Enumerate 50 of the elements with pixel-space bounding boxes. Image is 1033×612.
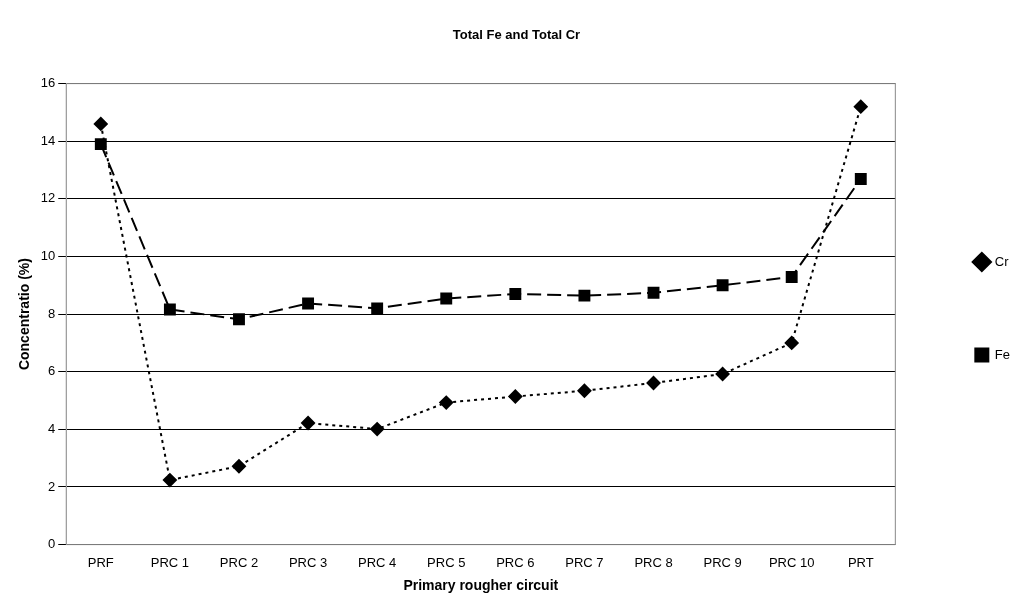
point: [440, 292, 453, 305]
point: [577, 383, 592, 398]
x-tick-label: PRC 9: [703, 554, 742, 570]
point: [785, 270, 798, 283]
point: [578, 289, 591, 302]
x-tick-label: PRC 8: [634, 554, 673, 570]
x-tick-label: PRC 5: [427, 554, 466, 570]
point: [163, 303, 176, 316]
y-tick-label: 0: [48, 536, 56, 552]
y-tick-label: 16: [40, 75, 56, 91]
legend-label: Fe: [994, 346, 1010, 362]
x-tick-label: PRC 10: [768, 554, 815, 570]
point: [94, 138, 107, 151]
point: [233, 313, 245, 326]
point: [439, 395, 454, 410]
point: [302, 297, 315, 310]
point: [301, 416, 316, 431]
y-axis-title: Concentratio (%): [16, 258, 33, 371]
point: [370, 422, 385, 437]
x-axis-title: Primary rougher circuit: [403, 577, 559, 594]
point: [854, 173, 867, 185]
point: [716, 279, 729, 292]
point: [784, 335, 799, 350]
y-tick-label: 14: [40, 132, 56, 148]
point: [508, 389, 523, 404]
point: [371, 302, 384, 315]
x-tick-label: PRC 1: [150, 554, 190, 570]
x-tick-label: PRC 7: [565, 554, 604, 570]
point: [646, 375, 661, 390]
x-tick-label: PRC 4: [358, 554, 397, 570]
y-tick-label: 6: [48, 363, 56, 379]
x-tick-label: PRC 3: [288, 554, 328, 570]
x-tick-label: PRC 2: [219, 554, 259, 570]
x-tick-label: PRT: [847, 554, 874, 570]
chart-title: Total Fe and Total Cr: [452, 27, 581, 43]
legend-label: Cr: [994, 253, 1010, 269]
point: [509, 287, 522, 300]
x-tick-label: PRF: [87, 554, 114, 570]
point: [715, 367, 730, 382]
point: [853, 99, 868, 114]
point: [162, 473, 177, 488]
point: [647, 286, 660, 299]
y-tick-label: 10: [40, 248, 56, 264]
x-tick-label: PRC 6: [496, 554, 535, 570]
y-tick-label: 8: [48, 305, 56, 321]
point: [231, 459, 246, 474]
point: [93, 116, 108, 131]
y-tick-label: 2: [48, 478, 56, 494]
y-tick-label: 4: [48, 420, 56, 436]
y-tick-label: 12: [40, 190, 56, 206]
